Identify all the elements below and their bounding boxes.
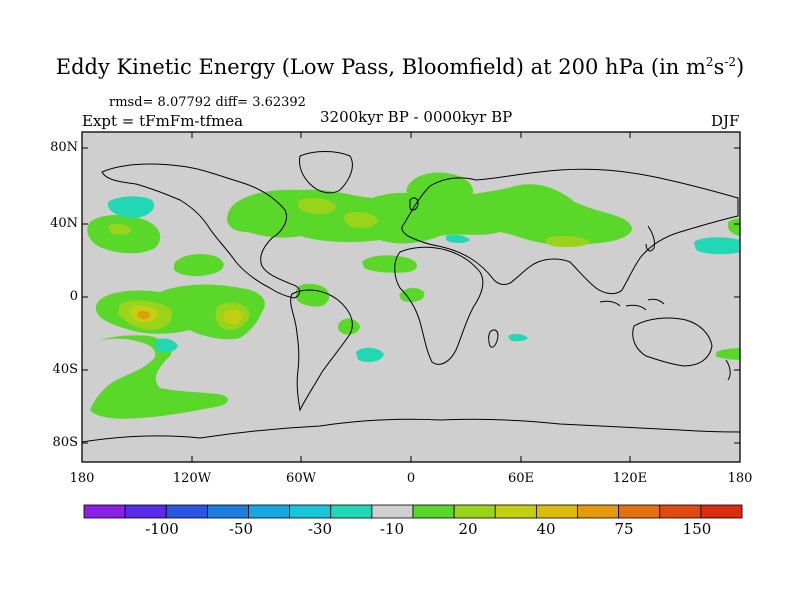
anomaly-negative-north-pacific [694,237,740,255]
lon-tick-120e: 120E [612,471,648,486]
colorbar-swatch [453,504,496,519]
anomaly-negative-south-atlantic [356,347,384,362]
period-label: 3200kyr BP - 0000kyr BP [320,108,513,126]
coast-new-zealand [725,359,731,381]
colorbar-swatch [577,504,620,519]
stats-text: rmsd= 8.07792 diff= 3.62392 [109,95,306,110]
colorbar-swatch [206,504,249,519]
coast-japan [645,225,655,252]
anomaly-south-atlantic [296,283,330,307]
colorbar-label: 40 [536,520,556,538]
anomaly-mid-atlantic-core [343,212,378,228]
anomaly-negative-south-pacific [154,338,178,353]
colorbar-label: -10 [379,520,405,538]
colorbar-label: -50 [228,520,254,538]
colorbar-label: 150 [682,520,712,538]
anomaly-north-atlantic [226,184,633,245]
anomaly-atlantic-tropical [362,255,417,273]
coast-eurasia [401,168,739,295]
colorbar-swatch [618,504,661,519]
lon-tick-60w: 60W [286,471,316,486]
anomaly-negative-alaska [107,196,155,218]
coast-south-america [290,289,353,412]
colorbar-label: -100 [145,520,179,538]
coast-antarctica [82,418,740,443]
lat-tick-40n: 40N [50,216,78,231]
anomaly-atlantic-core [298,198,336,214]
anomaly-east-pacific-max [137,310,150,320]
anomaly-north-pacific-east [174,254,224,277]
coast-madagascar [488,329,499,348]
colorbar [83,504,743,519]
season-label: DJF [711,112,740,130]
anomaly-negative-mediterranean [446,234,470,243]
anomaly-south-pacific [86,335,229,419]
anomaly-negative-indian-ocean [508,333,528,342]
lon-tick-0: 0 [406,471,416,486]
colorbar-swatch [412,504,455,519]
anomaly-north-pacific-far-east [728,218,740,236]
colorbar-swatch [165,504,208,519]
coast-greenland [299,151,353,194]
coast-africa [394,246,484,365]
anomaly-south-america-east [337,318,360,335]
colorbar-swatch [124,504,167,519]
lat-tick-0: 0 [69,289,78,304]
colorbar-swatch [330,504,373,519]
colorbar-swatch [248,504,291,519]
colorbar-swatch [371,504,414,519]
anomaly-south-pacific-far-east [716,348,740,360]
colorbar-label: 20 [458,520,478,538]
colorbar-swatch [494,504,537,519]
colorbar-swatch [83,504,126,519]
colorbar-swatch [535,504,578,519]
lon-tick-60e: 60E [507,471,535,486]
colorbar-label: 75 [614,520,634,538]
colorbar-swatch [289,504,332,519]
anomaly-asia-core [545,235,590,248]
coast-indonesia [599,298,665,311]
coast-australia [632,317,713,367]
anomaly-fields [86,172,740,419]
lat-tick-40s: 40S [52,362,78,377]
colorbar-swatch [700,504,743,519]
colorbar-swatch [659,504,702,519]
lat-tick-80n: 80N [50,140,78,155]
anomaly-southeast-pacific-peak [223,309,242,325]
experiment-label: Expt = tFmFm-tfmea [82,112,244,130]
colorbar-label: -30 [307,520,333,538]
coast-north-america [101,163,301,299]
lat-tick-80s: 80S [52,435,78,450]
coastlines [82,151,740,443]
anomaly-west-pacific-core [108,223,132,235]
anomaly-africa-west [399,287,425,302]
lon-tick-180w: 180 [69,471,95,486]
lon-tick-120w: 120W [172,471,212,486]
coast-uk [409,197,419,211]
axis-ticks [81,132,741,462]
chart-title: Eddy Kinetic Energy (Low Pass, Bloomfiel… [55,55,745,79]
lon-tick-180e: 180 [727,471,753,486]
